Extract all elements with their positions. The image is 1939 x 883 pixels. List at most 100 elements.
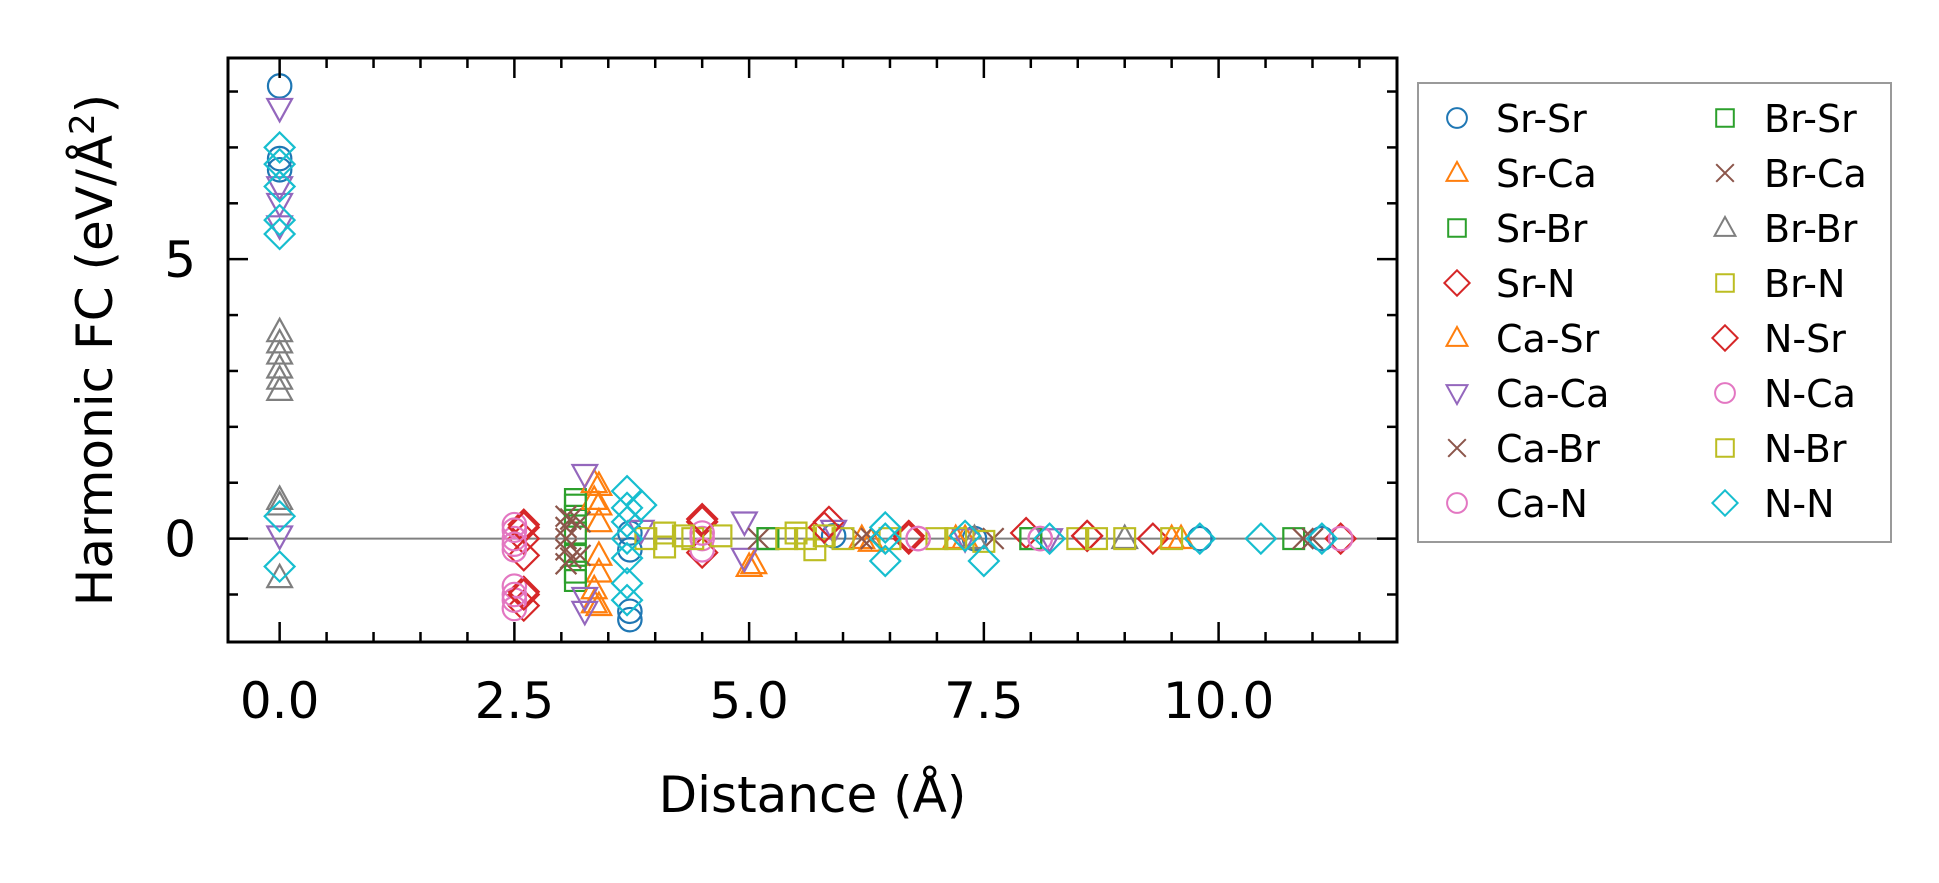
data-point-ca-n <box>1327 525 1354 552</box>
legend-label-n-n: N-N <box>1764 482 1835 526</box>
data-point-sr-sr <box>1309 525 1335 552</box>
data-point-sr-n <box>1136 522 1170 556</box>
data-point-sr-ca <box>584 489 614 516</box>
data-point-br-n <box>784 521 808 545</box>
data-point-n-n <box>610 522 644 556</box>
data-point-n-sr <box>507 577 541 612</box>
data-point-sr-sr <box>617 598 643 625</box>
data-point-sr-ca <box>584 540 614 566</box>
y-axis-label-superscript: 2 <box>63 113 103 135</box>
series-ca-ca <box>265 97 1064 627</box>
series-n-sr <box>507 502 1104 612</box>
y-axis-label: Harmonic FC (eV/Å2) <box>63 94 124 606</box>
data-point-n-br <box>878 527 902 551</box>
x-tick-label: 5.0 <box>709 672 789 730</box>
y-tick-label: 5 <box>164 231 196 289</box>
data-point-sr-sr <box>266 156 293 183</box>
data-point-br-br <box>265 364 294 390</box>
data-point-br-n <box>709 524 733 548</box>
data-point-br-br <box>265 375 294 401</box>
data-point-br-br <box>265 338 294 365</box>
x-tick-label: 10.0 <box>1163 672 1274 730</box>
data-point-br-n <box>831 527 855 551</box>
data-point-n-ca <box>905 525 931 552</box>
legend-marker-sr-ca <box>1444 159 1470 182</box>
x-tick-label: 0.0 <box>240 672 320 730</box>
legend: Sr-Sr Sr-Ca Sr-Br Sr-N Ca-Sr Ca-Ca Ca-Br Ca-N Br… <box>1417 82 1892 543</box>
data-point-ca-ca <box>730 547 759 574</box>
data-point-n-br <box>671 524 695 548</box>
data-point-br-n <box>972 529 996 553</box>
legend-label-ca-sr: Ca-Sr <box>1496 317 1600 361</box>
data-point-sr-ca <box>584 506 614 533</box>
data-point-sr-ca <box>584 590 614 617</box>
data-point-br-n <box>1160 527 1184 551</box>
x-axis-label: Distance (Å) <box>659 766 967 824</box>
data-point-n-n <box>263 550 297 584</box>
data-point-n-n <box>1305 522 1339 556</box>
legend-marker-n-br <box>1715 438 1735 458</box>
series-sr-ca <box>584 470 1196 617</box>
legend-label-sr-n: Sr-N <box>1496 262 1575 306</box>
data-point-ca-ca <box>265 97 294 124</box>
data-point-br-ca <box>559 546 582 570</box>
data-point-sr-ca <box>734 551 764 578</box>
legend-marker-ca-br <box>1447 438 1467 458</box>
data-point-sr-n <box>1009 516 1043 550</box>
legend-label-br-sr: Br-Sr <box>1764 97 1857 141</box>
legend-marker-ca-ca <box>1444 384 1470 407</box>
legend-marker-n-n <box>1710 488 1740 518</box>
data-point-n-n <box>263 147 297 181</box>
data-point-br-ca <box>559 507 582 531</box>
series-n-n <box>263 130 1339 617</box>
data-point-n-ca <box>501 517 528 544</box>
data-point-n-sr <box>1070 519 1104 553</box>
data-point-br-br <box>265 489 294 516</box>
data-point-n-br <box>812 524 836 548</box>
data-point-br-ca <box>850 527 873 550</box>
data-point-br-ca <box>1301 527 1324 550</box>
data-point-n-n <box>868 544 902 578</box>
data-point-sr-n <box>892 522 926 556</box>
legend-label-sr-br: Sr-Br <box>1496 207 1588 251</box>
legend-label-sr-ca: Sr-Ca <box>1496 152 1597 196</box>
data-point-n-ca <box>501 581 528 608</box>
data-point-n-br <box>775 527 799 551</box>
chart-marks <box>228 73 1397 633</box>
data-point-ca-ca <box>265 192 294 219</box>
data-point-br-br <box>265 327 294 354</box>
data-point-n-sr <box>507 510 541 544</box>
data-point-ca-ca <box>1035 528 1064 554</box>
data-point-n-n <box>263 499 297 533</box>
data-point-ca-n <box>501 536 528 563</box>
data-point-n-n <box>610 474 644 508</box>
data-point-n-n <box>263 203 297 237</box>
y-tick-label: 0 <box>164 511 196 569</box>
legend-label-ca-n: Ca-N <box>1496 482 1588 526</box>
legend-marker-ca-sr <box>1444 324 1470 347</box>
data-point-n-n <box>263 170 297 204</box>
legend-label-n-br: N-Br <box>1764 427 1847 471</box>
data-point-sr-ca <box>856 526 886 552</box>
series-ca-br <box>554 505 1315 575</box>
data-point-sr-ca <box>584 556 614 583</box>
y-axis-label-suffix: ) <box>66 94 124 114</box>
data-point-n-ca <box>501 531 528 558</box>
legend-label-ca-br: Ca-Br <box>1496 427 1600 471</box>
data-point-br-br <box>265 484 294 510</box>
legend-label-ca-ca: Ca-Ca <box>1496 372 1609 416</box>
legend-label-br-n: Br-N <box>1764 262 1845 306</box>
data-point-ca-sr <box>579 484 609 510</box>
data-point-ca-ca <box>570 463 600 490</box>
legend-marker-br-ca <box>1715 163 1735 183</box>
legend-marker-n-ca <box>1714 382 1736 404</box>
data-point-sr-sr <box>617 606 643 633</box>
legend-label-br-ca: Br-Ca <box>1764 152 1867 196</box>
plot-frame <box>226 56 1399 644</box>
data-point-n-n <box>948 519 982 553</box>
data-point-br-n <box>1113 527 1137 551</box>
data-point-ca-ca <box>730 511 759 538</box>
data-point-ca-ca <box>570 586 600 613</box>
x-tick-label: 7.5 <box>944 672 1024 730</box>
